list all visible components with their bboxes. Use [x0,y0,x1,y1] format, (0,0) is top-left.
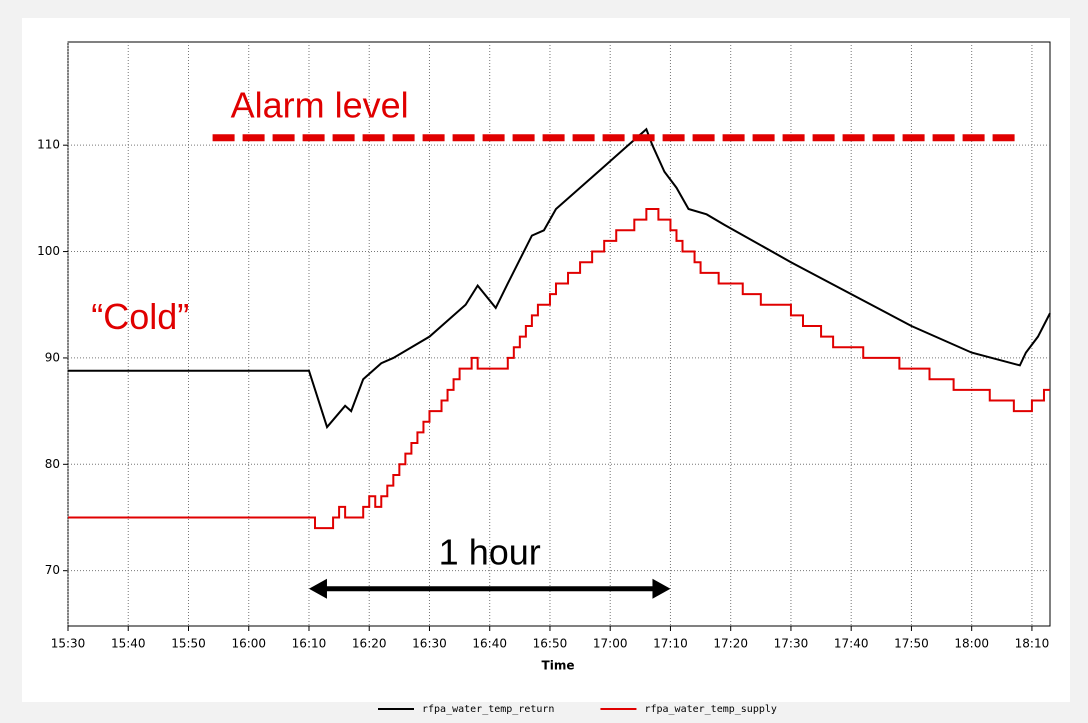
x-axis-label: Time [542,659,575,673]
x-tick-label: 16:10 [292,637,327,651]
y-tick-label: 100 [37,244,60,258]
x-tick-label: 16:20 [352,637,387,651]
plot-area [67,41,1051,627]
legend-label: rfpa_water_temp_supply [644,704,776,715]
y-tick-label: 80 [45,457,60,471]
arrow-head [308,578,327,599]
x-tick-label: 16:40 [472,637,507,651]
y-tick-label: 70 [45,563,60,577]
arrow-head [652,578,671,599]
series-line [68,127,1051,430]
y-tick-label: 110 [37,138,60,152]
x-tick-label: 15:40 [111,637,146,651]
x-tick-label: 17:20 [713,637,748,651]
x-tick-label: 16:30 [412,637,447,651]
annotation: Alarm level [231,84,409,125]
x-tick-label: 15:30 [51,637,86,651]
x-tick-label: 17:10 [653,637,688,651]
series-line [68,208,1050,530]
x-tick-label: 17:50 [894,637,929,651]
x-tick-label: 16:50 [533,637,568,651]
legend-label: rfpa_water_temp_return [422,704,554,715]
x-tick-label: 15:50 [171,637,206,651]
x-tick-label: 16:00 [231,637,266,651]
x-tick-label: 17:40 [834,637,869,651]
x-tick-label: 18:00 [954,637,989,651]
y-tick-label: 90 [45,350,60,364]
annotation: 1 hour [439,531,541,572]
x-tick-label: 18:10 [1015,637,1050,651]
annotation: “Cold” [91,296,189,337]
x-tick-label: 17:00 [593,637,628,651]
x-tick-label: 17:30 [774,637,809,651]
